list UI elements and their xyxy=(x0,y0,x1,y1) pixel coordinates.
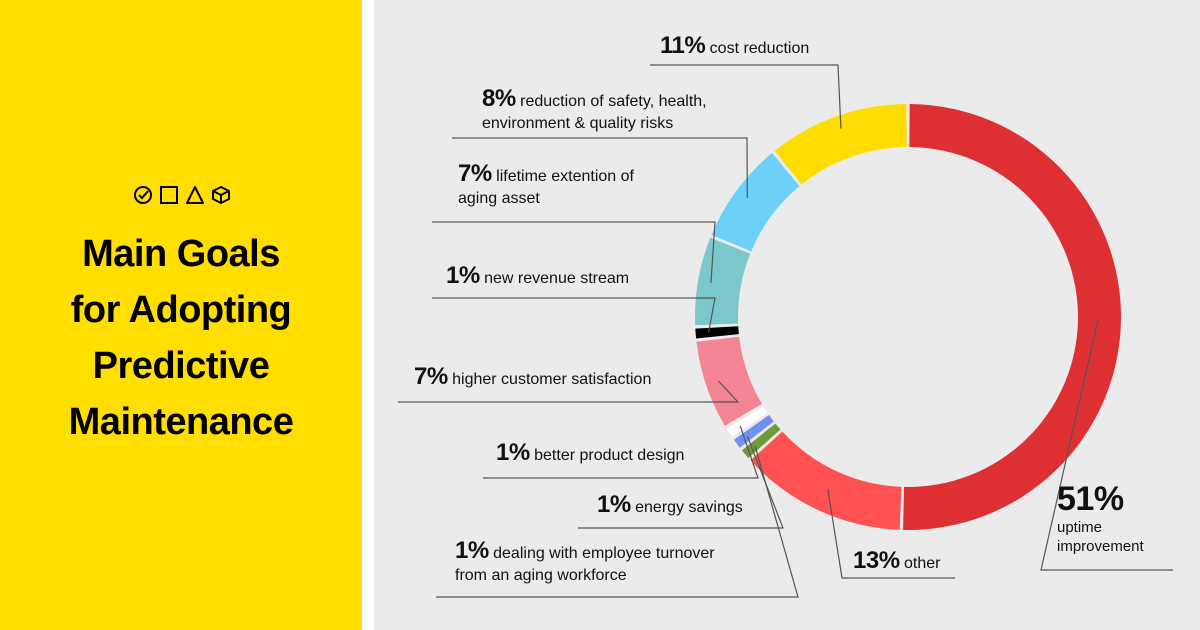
icon-row xyxy=(130,184,234,206)
slice-percent: 51% xyxy=(1057,480,1124,518)
slice-label: 1% new revenue stream xyxy=(446,262,630,290)
chart-panel xyxy=(374,0,1200,630)
leader-line xyxy=(436,445,799,598)
slice-reduction-of-safety-health-environment-quality-risks xyxy=(711,153,800,252)
slice-description: better product design xyxy=(529,447,685,464)
slice-description: cost reduction xyxy=(705,40,810,57)
slice-label: 1% better product design xyxy=(496,439,685,467)
slice-label: 13% other xyxy=(853,547,941,575)
slice-label: 1% dealing with employee turnover from an… xyxy=(455,537,715,587)
slice-lifetime-extention-of-aging-asset xyxy=(695,237,751,326)
leader-line xyxy=(483,425,759,479)
slice-description: energy savings xyxy=(630,499,743,516)
triangle-icon xyxy=(185,185,205,205)
slice-description: reduction of safety, health, xyxy=(515,93,707,110)
slice-description: new revenue stream xyxy=(479,270,630,287)
slice-higher-customer-satisfaction xyxy=(696,336,762,426)
square-icon xyxy=(159,185,179,205)
slice-label: 1% energy savings xyxy=(597,491,743,519)
leader-line xyxy=(827,489,955,579)
leader-line xyxy=(1040,319,1173,571)
slice-percent: 1% xyxy=(455,537,489,564)
leader-line xyxy=(452,137,748,198)
title-line-1: Main Goals xyxy=(82,233,280,275)
slice-percent: 1% xyxy=(446,262,480,289)
slice-percent: 13% xyxy=(853,547,900,574)
check-circle-icon xyxy=(133,185,153,205)
slice-description: other xyxy=(899,555,941,572)
slice-description: improvement xyxy=(1057,538,1144,555)
leader-line xyxy=(650,64,842,129)
slice-percent: 1% xyxy=(597,491,631,518)
slice-energy-savings xyxy=(733,414,774,448)
slice-description: from an aging workforce xyxy=(455,567,627,584)
cube-icon xyxy=(211,185,231,205)
slice-description: lifetime extention of xyxy=(491,168,634,185)
slice-percent: 11% xyxy=(660,32,706,59)
slice-description: uptime xyxy=(1057,519,1103,536)
slice-uptime-improvement xyxy=(903,104,1121,531)
slice-percent: 7% xyxy=(458,160,492,187)
title-line-2: for Adopting xyxy=(70,289,292,331)
slice-description: higher customer satisfaction xyxy=(447,371,652,388)
slice-other xyxy=(750,431,902,530)
leader-line xyxy=(578,435,784,529)
slice-percent: 7% xyxy=(414,363,448,390)
leader-line xyxy=(432,297,716,333)
slice-label: 51% uptime improvement xyxy=(1057,480,1144,556)
slice-new-revenue-stream xyxy=(695,326,739,339)
slice-cost-reduction xyxy=(774,104,907,185)
slice-label: 7% lifetime extention of aging asset xyxy=(458,160,634,210)
slice-label: 8% reduction of safety, health, environme… xyxy=(482,85,707,135)
slice-percent: 8% xyxy=(482,85,516,112)
slice-label: 11% cost reduction xyxy=(660,32,810,60)
slice-percent: 1% xyxy=(496,439,530,466)
slice-label: 7% higher customer satisfaction xyxy=(414,363,652,391)
leader-line xyxy=(432,221,716,283)
page-title: Main Goals for Adopting Predictive Maint… xyxy=(20,226,342,450)
slice-description: environment & quality risks xyxy=(482,115,674,132)
title-panel xyxy=(0,0,362,630)
slice-description: aging asset xyxy=(458,190,540,207)
slice-dealing-with-employee-turnover-from-an-aging-workforce xyxy=(741,423,781,458)
title-line-4: Maintenance xyxy=(68,401,294,443)
slice-better-product-design xyxy=(726,406,768,438)
title-line-3: Predictive xyxy=(92,345,270,387)
leader-line xyxy=(398,380,740,403)
slice-description: dealing with employee turnover xyxy=(488,545,715,562)
